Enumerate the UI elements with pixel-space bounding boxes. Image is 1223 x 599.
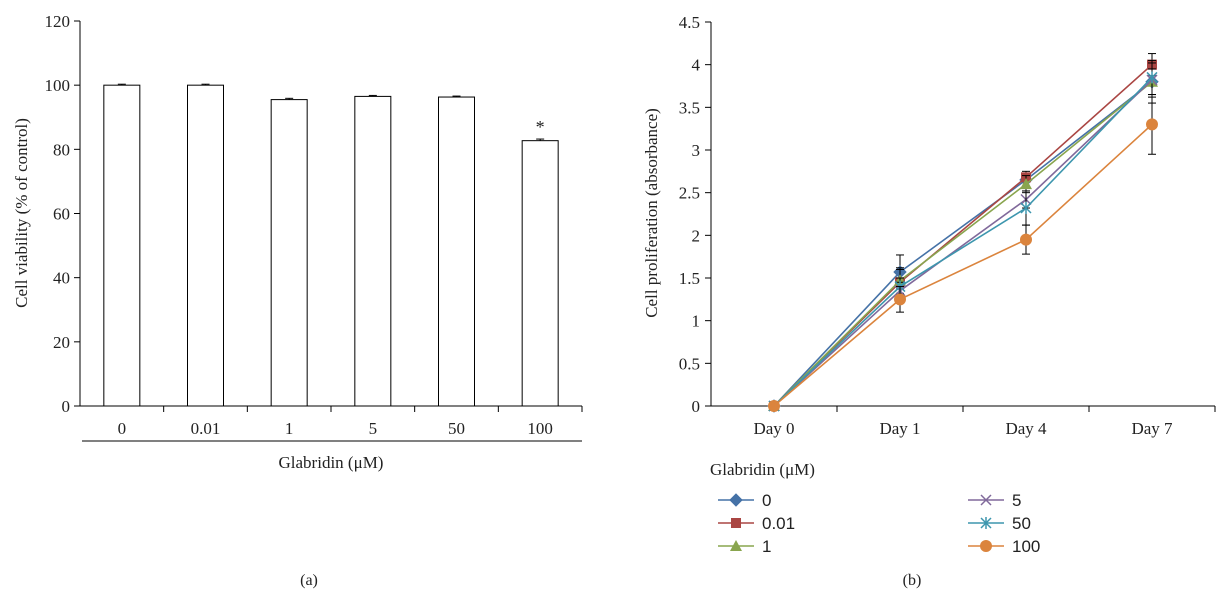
series-line [773, 123, 1153, 407]
bar-chart-bars: * [103, 83, 559, 407]
series-1 [768, 68, 1158, 411]
series-line [773, 81, 1153, 407]
data-point-marker [1146, 71, 1158, 84]
bar-chart-y-axis-title: Cell viability (% of control) [12, 118, 31, 308]
series-5 [768, 62, 1158, 412]
line-chart-legend: 0 0.01 1 5 50 100 [718, 491, 1040, 556]
x-tick-label: Day 4 [1005, 419, 1047, 438]
data-point-marker [768, 400, 780, 412]
y-tick-label: 60 [53, 205, 70, 224]
legend-item-100: 100 [968, 537, 1040, 556]
y-tick-label: 3.5 [679, 98, 700, 117]
data-point-marker [894, 293, 906, 306]
series-line [773, 76, 1153, 407]
line-chart-legend-title: Glabridin (μM) [710, 460, 815, 479]
line-chart-x-ticks: Day 0 Day 1 Day 4 Day 7 [753, 406, 1216, 438]
significance-asterisk: * [536, 117, 545, 137]
y-tick-label: 2.5 [679, 184, 700, 203]
bar-chart-panel-a: 0 20 40 60 80 100 120 * 0 0.01 1 5 50 100 Glabridin… [12, 12, 583, 589]
series-line [773, 79, 1153, 407]
y-tick-label: 4.5 [679, 13, 700, 32]
legend-swatch-marker [731, 518, 741, 528]
bar-100 [521, 140, 559, 407]
x-tick-label: 0 [118, 419, 127, 438]
bar-1 [270, 99, 308, 407]
data-point-marker [1020, 233, 1032, 246]
legend-swatch-marker [729, 493, 743, 507]
x-tick-label: 5 [369, 419, 378, 438]
line-chart-panel-b: 00.511.522.533.544.5 Day 0 Day 1 Day 4 Day … [642, 13, 1216, 589]
x-tick-label: Day 7 [1131, 419, 1173, 438]
legend-swatch-marker [980, 494, 992, 506]
bar-5 [354, 95, 392, 407]
series-line [773, 81, 1153, 407]
y-tick-label: 3 [692, 141, 701, 160]
bar-0 [103, 84, 141, 407]
legend-label: 5 [1012, 491, 1021, 510]
x-tick-label: Day 1 [879, 419, 920, 438]
data-point-marker [1020, 178, 1032, 190]
legend-swatch-marker [730, 540, 742, 551]
data-point-marker [1146, 118, 1158, 131]
series-100 [768, 94, 1158, 412]
y-tick-label: 40 [53, 269, 70, 288]
data-point-marker [1020, 202, 1032, 215]
x-tick-label: Day 0 [753, 419, 794, 438]
y-tick-label: 2 [692, 226, 701, 245]
x-tick-label: 0.01 [191, 419, 221, 438]
y-tick-label: 120 [45, 12, 71, 31]
y-tick-label: 1 [692, 312, 701, 331]
legend-label: 0.01 [762, 514, 795, 533]
legend-item-1: 1 [718, 537, 771, 556]
y-tick-label: 20 [53, 333, 70, 352]
line-chart-series [767, 53, 1159, 413]
y-tick-label: 4 [692, 56, 701, 75]
bar-chart-y-ticks: 0 20 40 60 80 100 120 [45, 12, 80, 416]
bar-0.01 [187, 84, 224, 407]
line-chart-y-ticks: 0 0.5 1 1.5 2 2.5 3 3.5 4 4.5 [679, 13, 711, 416]
y-tick-label: 100 [45, 76, 71, 95]
legend-label: 1 [762, 537, 771, 556]
x-tick-label: 50 [448, 419, 465, 438]
y-tick-label: 0 [62, 397, 71, 416]
panel-label-a: (a) [300, 572, 318, 589]
legend-swatch-marker [980, 540, 992, 552]
legend-swatch-marker-stroke [980, 494, 992, 506]
legend-item-50: 50 [968, 514, 1031, 533]
y-tick-label: 1.5 [679, 269, 700, 288]
y-tick-label: 0.5 [679, 354, 700, 373]
series-0 [767, 59, 1159, 413]
bar-chart-x-axis-title: Glabridin (μM) [279, 453, 384, 472]
legend-label: 100 [1012, 537, 1040, 556]
legend-item-0.01: 0.01 [718, 514, 795, 533]
bar-chart-x-ticks: 0 0.01 1 5 50 100 [118, 406, 583, 438]
legend-item-5: 5 [968, 491, 1021, 510]
legend-label: 50 [1012, 514, 1031, 533]
y-tick-label: 80 [53, 140, 70, 159]
y-tick-label: 0 [692, 397, 701, 416]
legend-label: 0 [762, 491, 771, 510]
legend-item-0: 0 [718, 491, 771, 510]
bar-50 [438, 96, 475, 407]
line-chart-y-axis-title: Cell proliferation (absorbance) [642, 108, 661, 318]
x-tick-label: 100 [527, 419, 553, 438]
legend-swatch-marker [980, 517, 992, 529]
panel-label-b: (b) [903, 572, 922, 589]
x-tick-label: 1 [285, 419, 294, 438]
